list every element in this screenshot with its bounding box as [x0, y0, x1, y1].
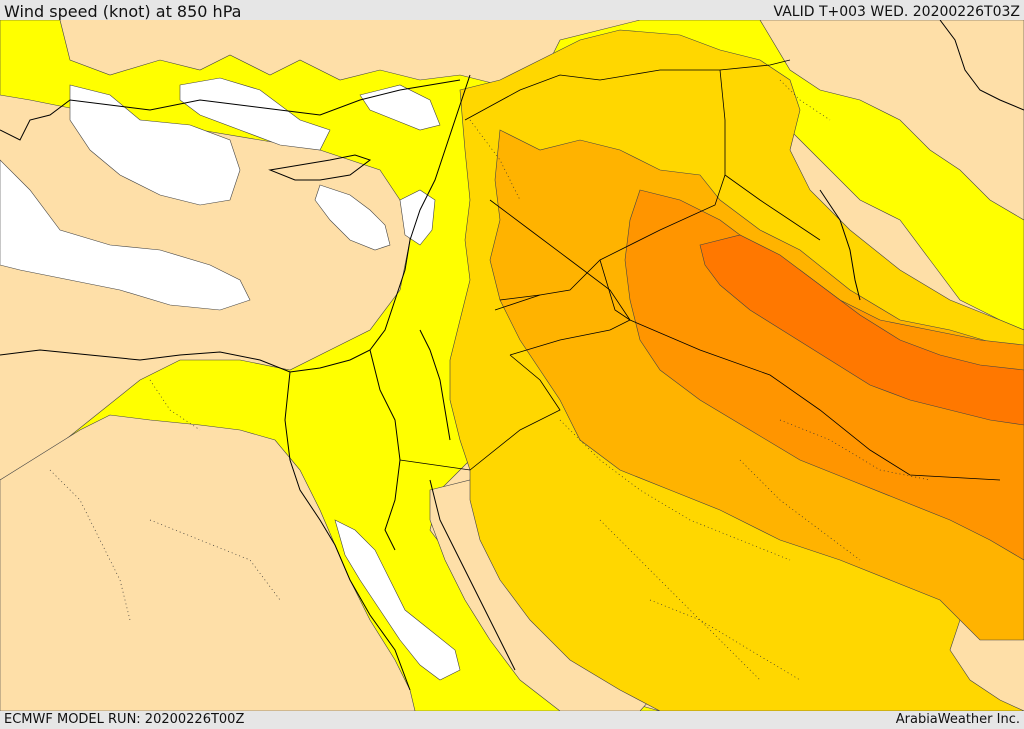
- footer-bar: ECMWF MODEL RUN: 20200226T00Z ArabiaWeat…: [0, 711, 1024, 729]
- country-borders: [399, 59, 1001, 481]
- white-patch-turkey-coast: [359, 84, 441, 131]
- white-patch-aegean: [69, 84, 241, 206]
- white-patch-red-sea: [334, 519, 461, 681]
- valid-time: VALID T+003 WED. 20200226T03Z: [773, 4, 1020, 20]
- wind-speed-map: [0, 20, 1024, 711]
- tan-northeast: [759, 20, 1024, 221]
- province-lines: [49, 79, 931, 681]
- dark-orange-core: [699, 234, 1024, 426]
- header-bar: Wind speed (knot) at 850 hPa VALID T+003…: [0, 0, 1024, 21]
- white-patch-cyprus-sea: [314, 184, 391, 251]
- model-run-label: ECMWF MODEL RUN: 20200226T00Z: [4, 712, 245, 727]
- white-patch-north: [179, 77, 331, 151]
- white-patch-med-west: [0, 159, 251, 311]
- credit-label: ArabiaWeather Inc.: [895, 712, 1020, 727]
- tan-southwest: [0, 414, 416, 711]
- map-title: Wind speed (knot) at 850 hPa: [4, 2, 242, 21]
